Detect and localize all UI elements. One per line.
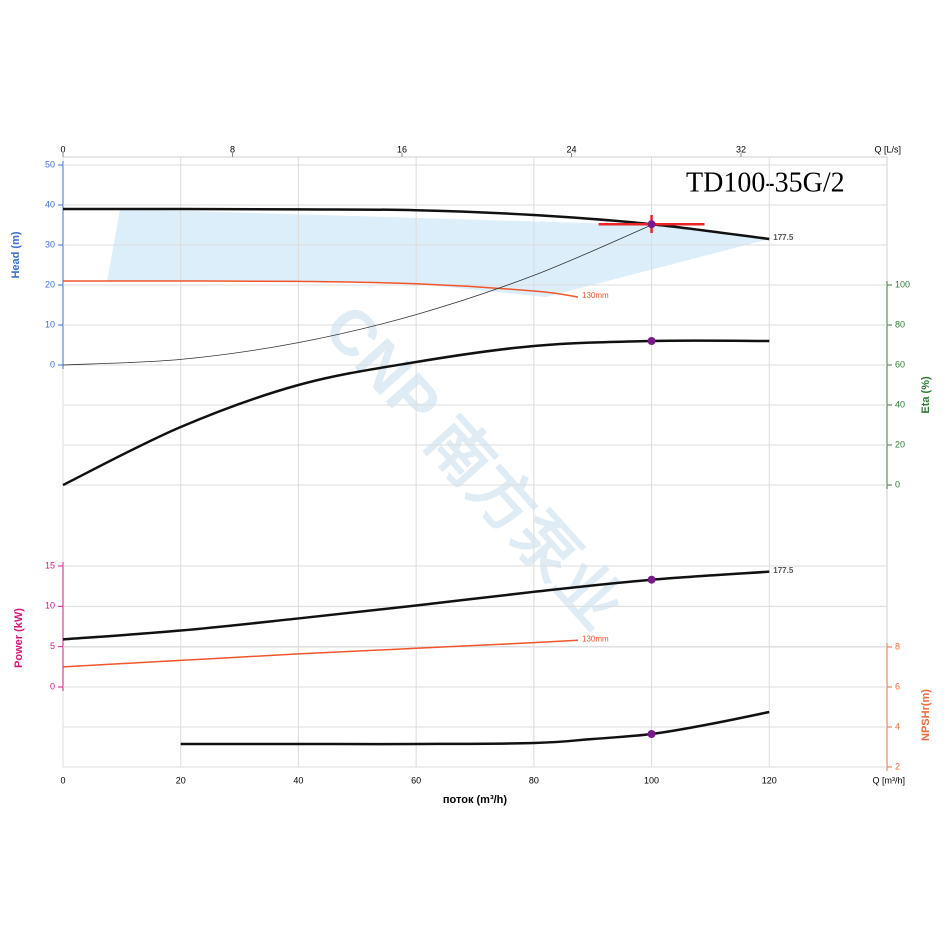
- curve: [62, 280, 579, 298]
- curve: [180, 710, 770, 746]
- x2-tick-label: 24: [567, 144, 577, 154]
- x-tick-label: 0: [60, 775, 65, 785]
- y-tick-label: 60: [895, 359, 905, 369]
- y-tick-label: 100: [895, 279, 910, 289]
- duty-point: [647, 730, 656, 738]
- y-tick-label: 30: [45, 239, 55, 249]
- duty-point: [647, 575, 656, 584]
- curve: [62, 639, 579, 668]
- y-tick-label: 20: [895, 439, 905, 449]
- y-axis-title: Head (m): [10, 231, 22, 278]
- duty-point: [647, 337, 656, 345]
- y-tick-label: 50: [45, 159, 55, 169]
- y-tick-label: 0: [50, 359, 55, 369]
- y-tick-label: 0: [50, 681, 55, 691]
- y-axis-title: Power (kW): [13, 608, 25, 668]
- y-tick-label: 2: [895, 761, 900, 771]
- x2-tick-label: 0: [60, 144, 65, 154]
- y-tick-label: 8: [895, 641, 900, 651]
- chart-title: TD100-35G/2: [686, 167, 845, 198]
- x2-tick-label: 8: [230, 144, 235, 154]
- x2-unit-label: Q [L/s]: [874, 144, 901, 154]
- operating-area: [107, 209, 770, 297]
- duty-point: [647, 220, 656, 229]
- y-tick-label: 5: [50, 641, 55, 651]
- curve: [62, 224, 652, 366]
- x-tick-label: 60: [411, 775, 421, 785]
- y-tick-label: 4: [895, 721, 900, 731]
- x-tick-label: 80: [529, 775, 539, 785]
- y-tick-label: 6: [895, 681, 900, 691]
- x-tick-label: 20: [176, 775, 186, 785]
- y-tick-label: 15: [45, 560, 55, 570]
- x-unit-label: Q [m³/h]: [872, 775, 905, 785]
- x-axis-title: поток (m³/h): [443, 794, 507, 806]
- curve-label: 177.5: [773, 233, 794, 242]
- y-tick-label: 80: [895, 319, 905, 329]
- curve-label: 177.5: [773, 566, 794, 575]
- y-tick-label: 20: [45, 279, 55, 289]
- x-tick-label: 120: [762, 775, 777, 785]
- x2-tick-label: 32: [736, 144, 746, 154]
- y-tick-label: 0: [895, 479, 900, 489]
- y-tick-label: 10: [45, 319, 55, 329]
- x-tick-label: 40: [293, 775, 303, 785]
- y-tick-label: 40: [895, 399, 905, 409]
- y-tick-label: 40: [45, 199, 55, 209]
- x-tick-label: 100: [644, 775, 659, 785]
- y-axis-title: NPSHr(m): [920, 689, 932, 741]
- y-axis-title: Eta (%): [920, 376, 932, 414]
- x2-tick-label: 16: [397, 144, 407, 154]
- curve-label: 130mm: [582, 291, 609, 300]
- curve-label: 130mm: [582, 634, 609, 643]
- y-tick-label: 10: [45, 601, 55, 611]
